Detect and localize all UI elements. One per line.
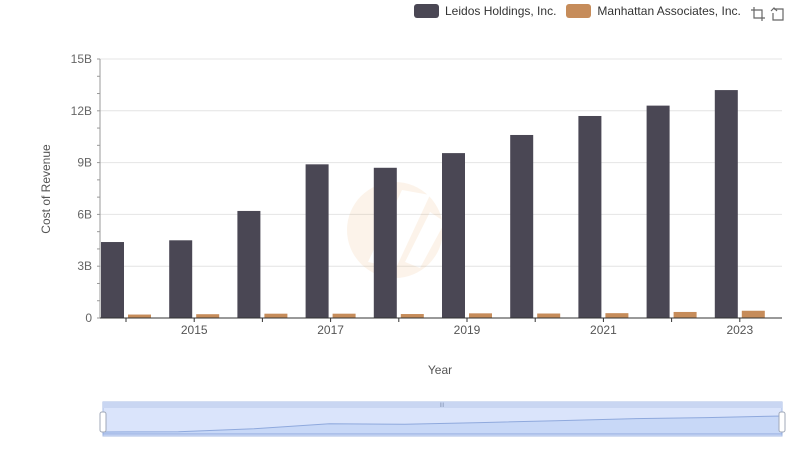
slider-handle-left[interactable] bbox=[99, 411, 107, 433]
slider-top-bar[interactable] bbox=[103, 402, 782, 408]
data-zoom-slider[interactable]: III bbox=[99, 401, 786, 437]
bar-manhattan-2016[interactable] bbox=[264, 313, 288, 318]
legend-swatch-leidos bbox=[414, 4, 439, 18]
y-tick-label: 9B bbox=[77, 156, 92, 170]
y-tick-label: 0 bbox=[85, 311, 92, 325]
bar-manhattan-2017[interactable] bbox=[332, 313, 356, 318]
x-tick-label: 2019 bbox=[454, 323, 481, 337]
bar-leidos-2019[interactable] bbox=[442, 153, 465, 318]
y-axis-label: Cost of Revenue bbox=[39, 144, 53, 234]
zoom-box-icon[interactable] bbox=[750, 6, 766, 22]
slider-grip-icon[interactable]: III bbox=[439, 403, 444, 409]
x-tick-label: 2023 bbox=[726, 323, 753, 337]
bar-leidos-2020[interactable] bbox=[510, 134, 534, 318]
legend-label-leidos: Leidos Holdings, Inc. bbox=[445, 4, 557, 18]
bar-leidos-2021[interactable] bbox=[578, 115, 602, 318]
bar-leidos-2016[interactable] bbox=[237, 210, 261, 318]
bar-manhattan-2022[interactable] bbox=[673, 311, 697, 318]
bar-leidos-2017[interactable] bbox=[305, 164, 329, 318]
bar-leidos-2018[interactable] bbox=[373, 167, 397, 318]
x-tick-label: 2017 bbox=[317, 323, 344, 337]
reset-icon[interactable] bbox=[770, 6, 786, 22]
x-axis-label: Year bbox=[428, 363, 452, 377]
y-tick-label: 6B bbox=[77, 207, 92, 221]
y-tick-label: 15B bbox=[71, 52, 92, 66]
bar-manhattan-2023[interactable] bbox=[741, 310, 765, 318]
y-tick-label: 3B bbox=[77, 259, 92, 273]
axes: 0 3B 6B 9B 12B 15B 2015 2017 2019 2021 2023 bbox=[71, 52, 782, 337]
bar-leidos-2022[interactable] bbox=[646, 105, 670, 319]
x-tick-label: 2015 bbox=[181, 323, 208, 337]
bar-manhattan-2019[interactable] bbox=[469, 313, 492, 318]
slider-handle-right[interactable] bbox=[778, 411, 786, 433]
toolbar bbox=[746, 6, 786, 22]
legend-swatch-manhattan bbox=[566, 4, 592, 18]
bar-manhattan-2018[interactable] bbox=[400, 314, 424, 318]
x-tick-label: 2021 bbox=[590, 323, 617, 337]
legend-item-leidos[interactable]: Leidos Holdings, Inc. bbox=[414, 4, 556, 18]
bar-manhattan-2014[interactable] bbox=[128, 314, 151, 318]
bar-manhattan-2021[interactable] bbox=[605, 313, 629, 318]
bar-manhattan-2015[interactable] bbox=[196, 314, 220, 318]
y-tick-label: 12B bbox=[71, 104, 92, 118]
legend: Leidos Holdings, Inc. Manhattan Associat… bbox=[414, 4, 751, 18]
legend-label-manhattan: Manhattan Associates, Inc. bbox=[597, 4, 741, 18]
bar-leidos-2014[interactable] bbox=[101, 242, 124, 318]
bar-leidos-2015[interactable] bbox=[169, 240, 193, 318]
bar-manhattan-2020[interactable] bbox=[537, 313, 561, 318]
bar-leidos-2023[interactable] bbox=[714, 90, 738, 318]
bars bbox=[101, 90, 765, 319]
legend-item-manhattan[interactable]: Manhattan Associates, Inc. bbox=[566, 4, 741, 18]
